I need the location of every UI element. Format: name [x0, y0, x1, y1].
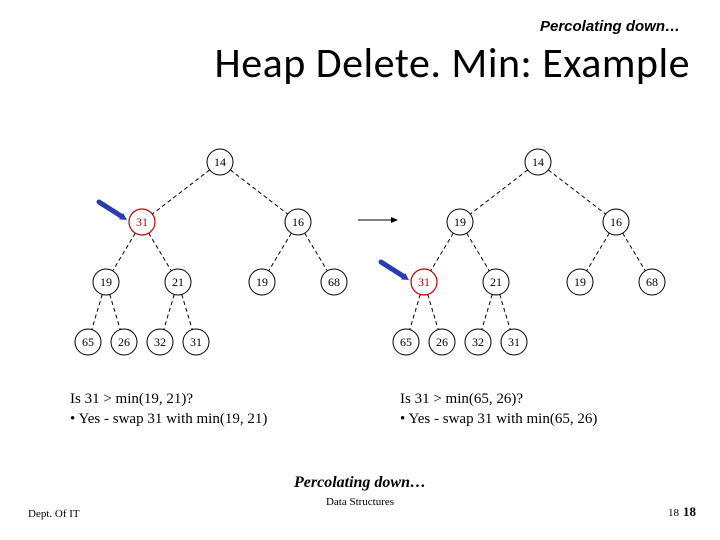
question-right: Is 31 > min(65, 26)? • Yes - swap 31 wit…: [400, 390, 597, 429]
page-num-1: 18: [668, 507, 679, 519]
tree-node-label: 19: [256, 275, 268, 289]
diagram-svg: 14 31 16 19 21 19 68 65 26 32 31 14 19 16 31 21 19 68 65 26…: [0, 0, 720, 540]
footer-page: 1818: [668, 504, 696, 520]
tree-node-label: 65: [400, 335, 412, 349]
connector-arrow-icon: [358, 217, 398, 223]
arrow-icon: [99, 202, 127, 220]
page-num-2: 18: [683, 504, 696, 519]
tree-node-label: 31: [418, 275, 430, 289]
tree-node-label: 68: [646, 275, 658, 289]
tree-node-label: 16: [292, 215, 304, 229]
arrow-icon: [381, 262, 409, 280]
tree-node-label: 26: [436, 335, 448, 349]
tree-node-label: 21: [172, 275, 184, 289]
tree-node-label: 21: [490, 275, 502, 289]
tree-node-label: 65: [82, 335, 94, 349]
question-left-line1: Is 31 > min(19, 21)?: [70, 390, 267, 410]
tree-node-label: 32: [472, 335, 484, 349]
percolating-bottom: Percolating down…: [294, 474, 426, 492]
tree-node-label: 31: [508, 335, 520, 349]
tree-node-label: 19: [100, 275, 112, 289]
tree-node-label: 32: [154, 335, 166, 349]
question-right-line2: • Yes - swap 31 with min(65, 26): [400, 410, 597, 430]
tree-node-label: 19: [454, 215, 466, 229]
tree-node-label: 26: [118, 335, 130, 349]
tree-node-label: 14: [532, 155, 544, 169]
tree-node-label: 31: [190, 335, 202, 349]
tree-node-label: 16: [610, 215, 622, 229]
tree-node-label: 68: [328, 275, 340, 289]
footer-center: Data Structures: [326, 496, 394, 508]
question-right-line1: Is 31 > min(65, 26)?: [400, 390, 597, 410]
question-left: Is 31 > min(19, 21)? • Yes - swap 31 wit…: [70, 390, 267, 429]
footer-dept: Dept. Of IT: [28, 508, 80, 520]
tree-node-label: 31: [136, 215, 148, 229]
question-left-line2: • Yes - swap 31 with min(19, 21): [70, 410, 267, 430]
tree-node-label: 14: [214, 155, 226, 169]
tree-node-label: 19: [574, 275, 586, 289]
